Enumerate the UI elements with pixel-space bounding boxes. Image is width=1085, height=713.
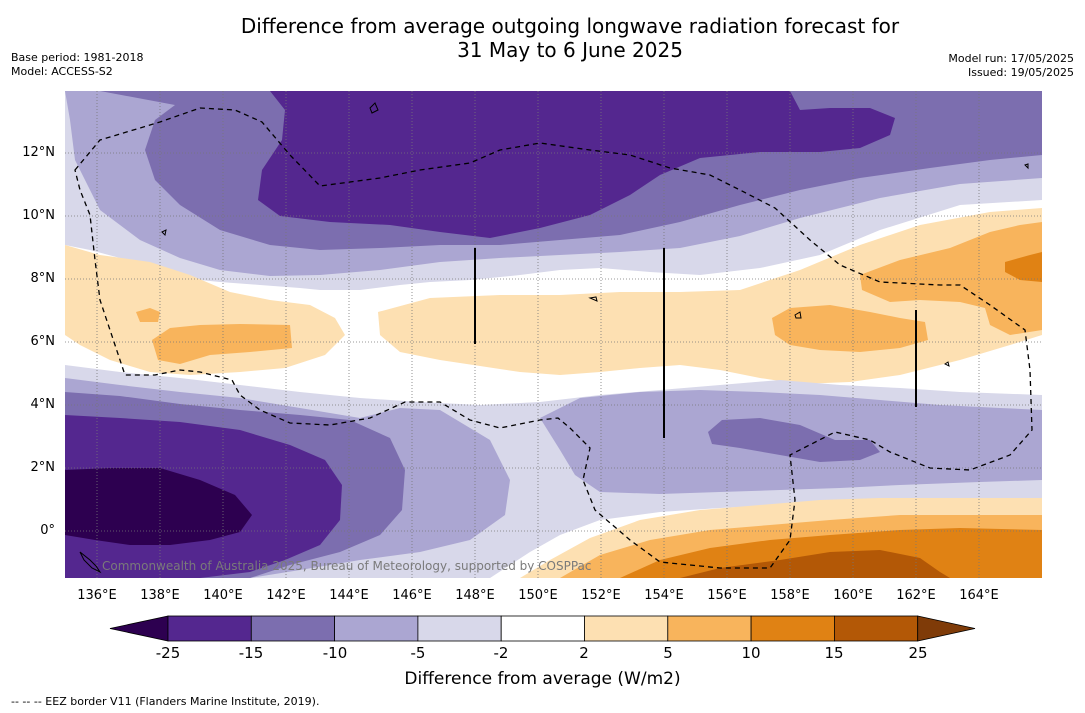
neg-band-south-15b — [708, 418, 880, 462]
lat-label-2n: 2°N — [30, 460, 56, 475]
colorbar-extend-high — [917, 615, 976, 642]
colorbar-extend-low — [109, 615, 169, 642]
lat-label-10n: 10°N — [22, 208, 55, 223]
lon-label-136e: 136°E — [77, 588, 117, 603]
colorbar-bin-1 — [167, 615, 252, 642]
colorbar-tick: -25 — [155, 644, 181, 662]
neg-band-south-max — [65, 468, 252, 545]
lon-label-162e: 162°E — [896, 588, 936, 603]
colorbar-bin-6 — [584, 615, 669, 642]
colorbar — [109, 615, 976, 642]
copyright-credit: Commonwealth of Australia 2025, Bureau o… — [102, 559, 592, 573]
model-name: Model: ACCESS-S2 — [11, 65, 113, 78]
lat-label-0: 0° — [40, 523, 55, 538]
lon-label-156e: 156°E — [707, 588, 747, 603]
lat-label-12n: 12°N — [22, 145, 55, 160]
pos-band-mid-5c — [772, 305, 928, 352]
colorbar-tick: 15 — [824, 644, 844, 662]
pos-band-mid-5 — [152, 324, 292, 364]
colorbar-tick: 10 — [741, 644, 761, 662]
colorbar-tick: -5 — [410, 644, 426, 662]
colorbar-tick: 5 — [663, 644, 673, 662]
title-line-2: 31 May to 6 June 2025 — [457, 38, 683, 62]
colorbar-title: Difference from average (W/m2) — [404, 669, 681, 689]
lon-label-138e: 138°E — [140, 588, 180, 603]
colorbar-bin-4 — [417, 615, 502, 642]
lon-label-140e: 140°E — [203, 588, 243, 603]
lon-label-154e: 154°E — [644, 588, 684, 603]
colorbar-bin-7 — [667, 615, 752, 642]
islands — [79, 102, 1029, 574]
neg-band-north-25 — [258, 91, 895, 238]
issued-date: Issued: 19/05/2025 — [967, 66, 1074, 79]
lon-label-144e: 144°E — [329, 588, 369, 603]
lon-label-160e: 160°E — [833, 588, 873, 603]
anomaly-field — [65, 91, 1042, 578]
lon-label-146e: 146°E — [392, 588, 432, 603]
lon-label-152e: 152°E — [581, 588, 621, 603]
colorbar-bin-2 — [250, 615, 336, 642]
lon-label-142e: 142°E — [266, 588, 306, 603]
lon-label-148e: 148°E — [455, 588, 495, 603]
meta-left: Base period: 1981-2018 Model: ACCESS-S2 — [11, 51, 143, 79]
colorbar-tick: -10 — [322, 644, 348, 662]
eez-footnote: -- -- -- EEZ border V11 (Flanders Marine… — [11, 695, 320, 708]
model-run: Model run: 17/05/2025 — [948, 52, 1074, 65]
lat-label-8n: 8°N — [30, 271, 56, 286]
colorbar-tick: -15 — [238, 644, 264, 662]
chart-title: Difference from average outgoing longwav… — [0, 14, 1085, 62]
lat-label-4n: 4°N — [30, 397, 56, 412]
lon-label-150e: 150°E — [518, 588, 558, 603]
pos-band-mid-10 — [1005, 252, 1042, 282]
boundary-segments — [474, 248, 917, 438]
pos-band-south-15 — [680, 550, 950, 578]
colorbar-tick: -2 — [493, 644, 509, 662]
lat-label-6n: 6°N — [30, 334, 56, 349]
gridlines — [65, 91, 1042, 578]
meta-right: Model run: 17/05/2025 Issued: 19/05/2025 — [948, 52, 1074, 80]
pos-band-mid-5b — [136, 308, 160, 322]
colorbar-bin-9 — [834, 615, 919, 642]
base-period: Base period: 1981-2018 — [11, 51, 144, 64]
colorbar-bin-5 — [500, 615, 585, 642]
colorbar-tick: 2 — [579, 644, 589, 662]
eez-border — [74, 107, 1033, 569]
pos-band-mid-5d — [860, 222, 1042, 335]
colorbar-tick: 25 — [908, 644, 928, 662]
colorbar-bin-8 — [750, 615, 835, 642]
lon-label-164e: 164°E — [959, 588, 999, 603]
colorbar-bin-3 — [334, 615, 419, 642]
title-line-1: Difference from average outgoing longwav… — [240, 14, 900, 38]
lon-label-158e: 158°E — [770, 588, 810, 603]
